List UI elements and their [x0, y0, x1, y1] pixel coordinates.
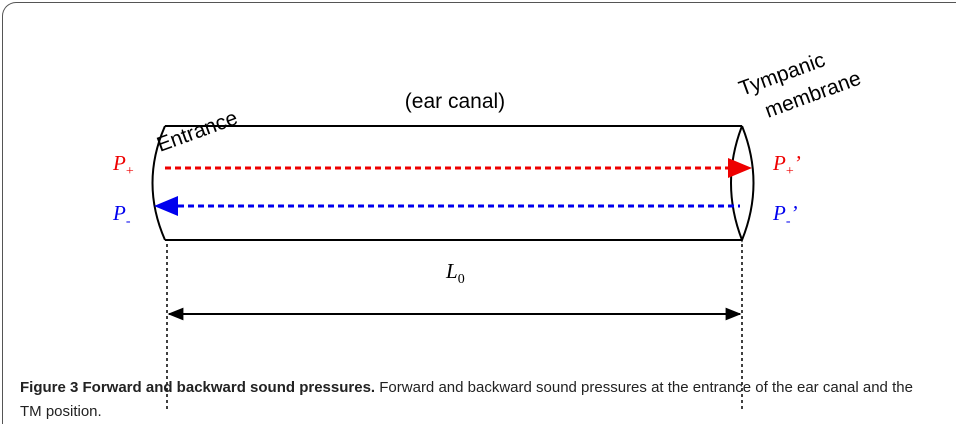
pressure-label: P+’ — [772, 151, 801, 179]
caption-title: Figure 3 Forward and backward sound pres… — [20, 379, 376, 396]
entrance-label: Entrance — [154, 106, 241, 156]
forward-head — [728, 158, 752, 178]
length-label: L0 — [445, 259, 465, 287]
pressure-label: P-’ — [772, 201, 798, 229]
caption: Figure 3 Forward and backward sound pres… — [20, 376, 920, 424]
pressure-label: P+ — [112, 151, 134, 179]
pressure-label: P- — [112, 201, 131, 229]
frame — [2, 2, 956, 424]
caption-text: Forward and backward sound pressures at … — [20, 379, 913, 420]
canal-tube — [151, 125, 755, 243]
backward-head — [154, 196, 178, 216]
canal-label: (ear canal) — [405, 90, 505, 113]
